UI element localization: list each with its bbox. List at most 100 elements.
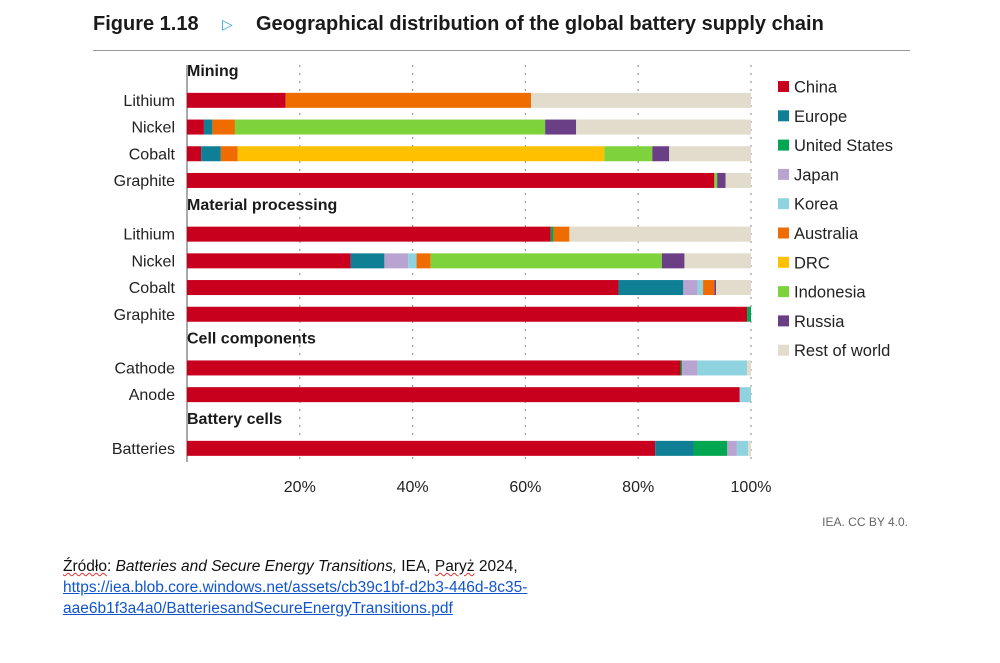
legend-label: Rest of world bbox=[794, 342, 890, 360]
legend-swatch bbox=[778, 344, 789, 356]
source-link-line1[interactable]: https://iea.blob.core.windows.net/assets… bbox=[63, 579, 528, 596]
x-tick-label: 60% bbox=[509, 479, 541, 496]
legend-swatch bbox=[778, 110, 789, 122]
source-link-line2[interactable]: aae6b1f3a4a0/BatteriesandSecureEnergyTra… bbox=[63, 600, 453, 617]
row-label: Lithium bbox=[123, 93, 175, 110]
bar-segment-australia bbox=[220, 146, 238, 162]
x-tick-label: 40% bbox=[397, 479, 429, 496]
legend-label: Australia bbox=[794, 225, 859, 243]
row-label: Lithium bbox=[123, 227, 175, 244]
title-divider bbox=[93, 50, 910, 51]
bar-segment-indonesia bbox=[604, 146, 653, 162]
bar-segment-china bbox=[187, 172, 715, 188]
bar-segment-russia bbox=[545, 119, 577, 135]
bar-segment-china bbox=[187, 226, 551, 242]
bar-segment-australia bbox=[212, 119, 235, 135]
bar-segment-china bbox=[187, 360, 681, 376]
license-credit: IEA. CC BY 4.0. bbox=[822, 515, 908, 529]
legend-swatch bbox=[778, 286, 789, 298]
source-city: Paryż bbox=[434, 558, 475, 575]
x-tick-label: 80% bbox=[622, 479, 654, 496]
bar-segment-rest-of-world bbox=[716, 280, 751, 296]
bar-segment-rest-of-world bbox=[725, 172, 751, 188]
row-label: Nickel bbox=[131, 253, 175, 270]
row-label: Graphite bbox=[114, 173, 175, 190]
bar-segment-china bbox=[187, 146, 202, 162]
bar-segment-china bbox=[187, 253, 351, 269]
bar-segment-china bbox=[187, 387, 740, 403]
row-label: Cobalt bbox=[129, 146, 176, 163]
bar-segment-europe bbox=[618, 280, 684, 296]
row-label: Graphite bbox=[114, 307, 175, 324]
row-label: Anode bbox=[129, 387, 175, 404]
bar-segment-rest-of-world bbox=[748, 440, 751, 456]
legend-swatch bbox=[778, 315, 789, 327]
group-header: Mining bbox=[187, 63, 239, 80]
bar-segment-russia bbox=[652, 146, 670, 162]
row-label: Batteries bbox=[112, 441, 175, 458]
group-header: Material processing bbox=[187, 197, 337, 214]
bar-segment-united-states bbox=[550, 226, 554, 242]
bar-segment-united-states bbox=[680, 360, 683, 376]
source-colon: : bbox=[106, 558, 116, 575]
bar-segment-europe bbox=[655, 440, 694, 456]
bar-segment-russia bbox=[714, 280, 717, 296]
group-header: Battery cells bbox=[187, 411, 282, 428]
bar-segment-australia bbox=[703, 280, 715, 296]
bar-segment-japan bbox=[682, 360, 698, 376]
bar-segment-rest-of-world bbox=[569, 226, 751, 242]
bar-segment-indonesia bbox=[430, 253, 662, 269]
bar-segment-china bbox=[187, 119, 204, 135]
figure-title: Geographical distribution of the global … bbox=[256, 13, 824, 35]
legend-swatch bbox=[778, 256, 789, 268]
bar-segment-china bbox=[187, 92, 286, 108]
bar-segment-korea bbox=[697, 280, 704, 296]
bar-segment-australia bbox=[553, 226, 570, 242]
bar-segment-china bbox=[187, 280, 619, 296]
bar-segment-united-states bbox=[747, 306, 751, 322]
legend-label: Russia bbox=[794, 313, 845, 331]
bar-segment-united-states bbox=[693, 440, 728, 456]
legend-swatch bbox=[778, 198, 789, 210]
source-citation: Źródło: Batteries and Secure Energy Tran… bbox=[63, 556, 703, 619]
legend-label: China bbox=[794, 79, 838, 97]
legend-label: Indonesia bbox=[794, 284, 866, 302]
bar-segment-rest-of-world bbox=[684, 253, 751, 269]
legend-label: Korea bbox=[794, 196, 839, 214]
legend-swatch bbox=[778, 168, 789, 180]
bar-segment-rest-of-world bbox=[747, 360, 751, 376]
legend-label: Japan bbox=[794, 166, 839, 184]
stacked-bar-chart: Mining Lithium Nickel Cobalt Graphite Materia… bbox=[112, 63, 893, 496]
x-tick-label: 20% bbox=[284, 479, 316, 496]
bar-segment-europe bbox=[203, 119, 213, 135]
bar-segment-china bbox=[187, 440, 656, 456]
bar-segment-indonesia bbox=[234, 119, 546, 135]
bar-segment-japan bbox=[727, 440, 737, 456]
bar-segment-russia bbox=[717, 172, 726, 188]
bar-segment-korea bbox=[736, 440, 749, 456]
bar-segment-japan bbox=[384, 253, 409, 269]
legend-label: DRC bbox=[794, 254, 830, 272]
bar-segment-rest-of-world bbox=[669, 146, 751, 162]
source-year: 2024, bbox=[474, 558, 518, 575]
figure-number: Figure 1.18 bbox=[93, 13, 199, 35]
bar-segment-korea bbox=[697, 360, 748, 376]
bar-segment-europe bbox=[201, 146, 221, 162]
bar-segment-rest-of-world bbox=[576, 119, 751, 135]
bar-segment-drc bbox=[237, 146, 605, 162]
bar-segment-australia bbox=[416, 253, 431, 269]
legend-label: Europe bbox=[794, 108, 847, 126]
bar-segment-indonesia bbox=[714, 172, 718, 188]
row-label: Cobalt bbox=[129, 280, 176, 297]
row-label: Nickel bbox=[131, 120, 175, 137]
legend-swatch bbox=[778, 227, 789, 239]
legend-label: United States bbox=[794, 137, 893, 155]
source-title: Batteries and Secure Energy Transitions, bbox=[115, 558, 397, 575]
group-header: Cell components bbox=[187, 331, 316, 348]
bar-segment-russia bbox=[661, 253, 685, 269]
play-arrow-icon: ▷ bbox=[222, 16, 233, 32]
row-label: Cathode bbox=[115, 360, 176, 377]
legend-swatch bbox=[778, 81, 789, 92]
source-publisher: IEA, bbox=[397, 558, 435, 575]
bar-segment-korea bbox=[739, 387, 751, 403]
